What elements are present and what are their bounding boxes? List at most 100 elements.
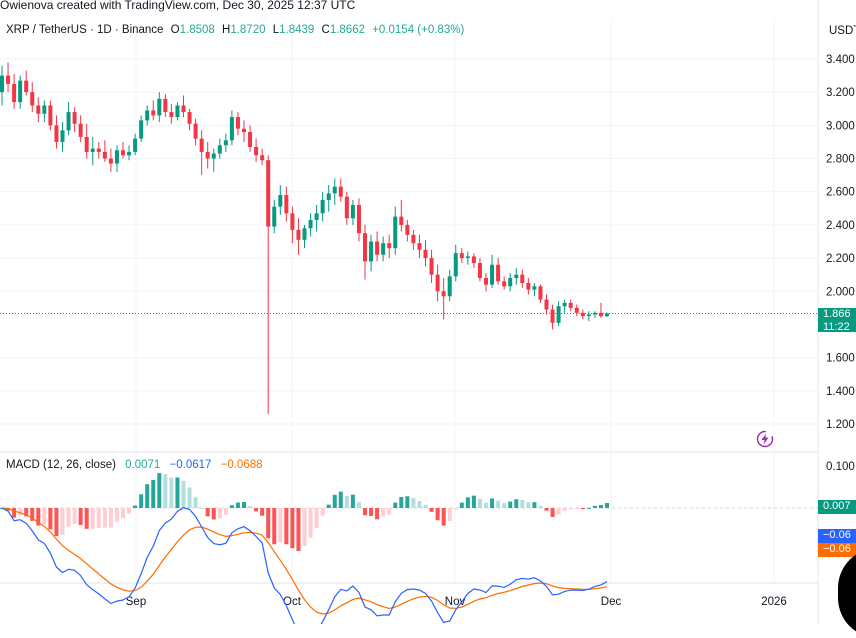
macd-histogram-bar [199, 507, 204, 509]
macd-histogram-bar [477, 499, 482, 508]
change-value: +0.0154 (+0.83%) [372, 24, 465, 36]
candle-body [102, 151, 107, 159]
macd-histogram-bar [423, 504, 428, 508]
candle-body [272, 206, 277, 227]
macd-histogram-bar [139, 494, 144, 508]
candle-body [586, 314, 591, 317]
candle-body [502, 281, 507, 287]
macd-histogram-bar [399, 497, 404, 508]
candle-body [199, 138, 204, 152]
candle-body [302, 228, 307, 240]
macd-histogram-bar [453, 508, 458, 510]
candle-body [532, 286, 537, 290]
candle-body [127, 151, 132, 156]
macd-title: MACD (12, 26, close) [6, 459, 116, 471]
candle-body [187, 112, 192, 124]
macd-histogram-bar [84, 508, 89, 529]
high-label: H [222, 24, 231, 36]
macd-histogram-bar [169, 477, 174, 508]
macd-histogram-bar [96, 508, 101, 528]
macd-histogram-bar [381, 508, 386, 517]
candle-body [508, 278, 513, 287]
macd-histogram-bar [12, 508, 17, 518]
macd-histogram-bar [90, 508, 95, 529]
macd-histogram-bar [193, 497, 198, 508]
currency-label: USDT [829, 25, 856, 37]
macd-histogram-bar [296, 508, 301, 551]
candle-body [139, 120, 144, 139]
macd-histogram-bar [605, 503, 609, 508]
macd-histogram-bar [332, 494, 337, 508]
candle-body [605, 313, 609, 317]
macd-histogram-bar [356, 502, 361, 508]
macd-histogram-bar [266, 508, 271, 539]
macd-tick-label: 0.100 [826, 461, 855, 473]
candle-body [48, 105, 53, 126]
macd-histogram-bar [550, 508, 555, 517]
candle-body [477, 263, 482, 278]
macd-histogram-bar [163, 474, 168, 508]
macd-histogram-bar [60, 508, 65, 535]
lightning-icon[interactable] [756, 430, 774, 448]
macd-histogram-bar [556, 508, 561, 515]
candle-body [290, 213, 295, 230]
candle-body [193, 123, 198, 139]
price-tick-label: 1.200 [826, 419, 855, 431]
price-tick-label: 1.400 [826, 386, 855, 398]
macd-histogram-bar [508, 501, 513, 508]
macd-histogram-bar [151, 479, 156, 508]
macd-histogram-bar [54, 508, 59, 537]
candle-body [520, 274, 525, 283]
price-chart[interactable]: 3.400 3.200 3.000 2.800 2.600 2.400 2.200 2.000… [0, 0, 856, 624]
candle-body [30, 92, 35, 106]
price-tick-label: 2.200 [826, 253, 855, 265]
candle-body [205, 151, 210, 159]
macd-histogram-bar [217, 508, 222, 519]
macd-histogram-bar [326, 504, 331, 508]
macd-histogram-bar [121, 508, 125, 519]
macd-histogram-bar [375, 508, 380, 520]
candle-body [459, 253, 464, 259]
macd-histogram-bar [30, 508, 35, 521]
candle-body [211, 153, 216, 159]
macd-histogram-bar [108, 508, 113, 528]
candle-body [157, 98, 162, 116]
candle-body [429, 258, 434, 275]
macd-histogram-bar [544, 508, 549, 511]
candle-body [121, 150, 125, 156]
macd-histogram-bar [290, 508, 295, 549]
time-tick-label: Sep [126, 596, 146, 608]
candle-body [36, 105, 41, 114]
candle-body [284, 195, 289, 214]
candle-body [350, 205, 355, 219]
candle-body [399, 216, 404, 225]
candle-body [145, 110, 150, 121]
macd-histogram-bar [223, 508, 228, 515]
macd-histogram-bar [235, 502, 240, 508]
candle-body [544, 299, 549, 310]
candle-body [314, 213, 319, 220]
macd-histogram-bar [490, 498, 495, 508]
candle-body [580, 312, 585, 317]
candle-body [18, 80, 23, 103]
candle-body [151, 110, 156, 116]
candle-body [278, 195, 283, 207]
macd-histogram-bar [242, 501, 246, 508]
macd-histogram-bar [393, 502, 398, 508]
candle-body [78, 123, 83, 137]
candle-body [574, 307, 579, 313]
candle-body [163, 98, 168, 113]
macd-histogram-bar [363, 508, 367, 516]
candle-body [229, 117, 234, 141]
macd-histogram-bar [102, 508, 107, 528]
candle-body [254, 146, 259, 156]
macd-signal-line [1, 507, 608, 615]
macd-histogram-bar [308, 508, 313, 538]
price-tick-label: 3.400 [826, 54, 855, 66]
price-tick-label: 2.400 [826, 220, 855, 232]
price-tick-label: 2.000 [826, 286, 855, 298]
macd-histogram-bar [48, 508, 53, 530]
macd-histogram-bar [24, 508, 29, 517]
candle-body [453, 253, 458, 277]
last-price-value: 1.866 [823, 308, 851, 320]
